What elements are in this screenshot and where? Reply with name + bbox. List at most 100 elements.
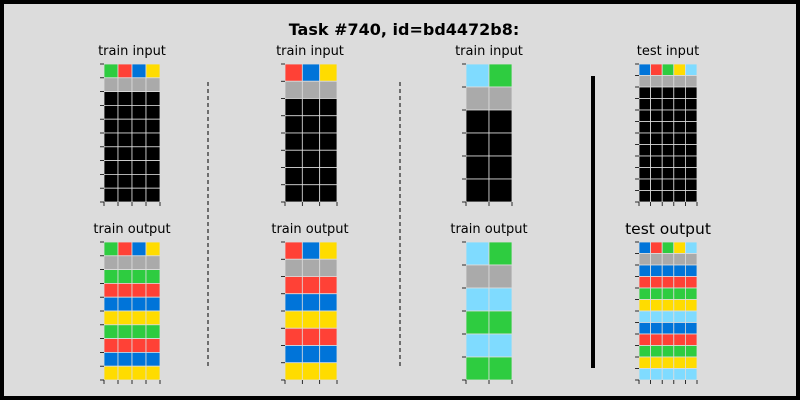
pair-1-input-grid-cell: [103, 77, 119, 93]
pair-2-output-grid-cell: [319, 362, 338, 381]
pair-1-input-grid-cell: [145, 105, 161, 120]
pair-2-output-grid-cell: [284, 241, 303, 260]
test-output-grid-cell: [661, 241, 675, 254]
test-output-grid-cell: [638, 241, 652, 254]
pair-2-input-grid-cell: [301, 63, 321, 82]
pair-3-output-grid-cell: [488, 287, 513, 312]
pair-2-input-grid-cell: [284, 149, 303, 168]
pair-2-input-grid-cell: [301, 115, 321, 134]
test-input-grid-cell: [673, 121, 686, 134]
pair-1-input-grid: [100, 63, 161, 206]
pair-2-output-grid-cell: [301, 276, 321, 295]
test-output-grid-cell: [673, 253, 686, 266]
test-input-grid-cell: [673, 155, 686, 168]
pair-1-output-grid-cell: [117, 269, 133, 284]
pair-1-output-grid-cell: [117, 310, 133, 326]
pair-1-output-grid-cell: [103, 310, 119, 326]
pair-1-output-grid-cell: [131, 296, 147, 312]
test-input-grid: [635, 63, 698, 206]
pair-1-output-grid-cell: [145, 338, 161, 353]
test-input-grid-cell: [685, 109, 698, 122]
test-output-grid-cell: [685, 253, 698, 266]
test-input-grid-cell: [685, 75, 698, 88]
pair-1-input-grid-cell: [103, 105, 119, 120]
test-input-grid-cell: [638, 178, 652, 191]
test-input-grid-cell: [661, 132, 675, 145]
test-input-grid-cell: [661, 98, 675, 111]
test-output-grid-cell: [650, 356, 663, 369]
pair-2-output-grid-cell: [284, 345, 303, 364]
pair-2-output-grid-cell: [284, 293, 303, 312]
pair-1-output-grid-cell: [145, 365, 161, 381]
test-input-grid-cell: [661, 190, 675, 203]
pair-1-output-label: train output: [93, 222, 171, 237]
pair-1-input-grid-cell: [103, 91, 119, 106]
pair-1-output-grid-cell: [145, 351, 161, 367]
pair-3-output-label: train output: [450, 222, 528, 237]
pair-1-input-grid-cell: [103, 146, 119, 162]
pair-3-input-grid-cell: [465, 178, 490, 203]
pair-1-output-grid-cell: [145, 324, 161, 339]
test-input-grid-cell: [685, 86, 698, 99]
test-output-grid-cell: [673, 356, 686, 369]
pair-2-output-grid-cell: [301, 310, 321, 329]
pair-3-input-grid-cell: [488, 86, 513, 111]
figure-title: Task #740, id=bd4472b8:: [288, 20, 520, 39]
test-input-grid-cell: [685, 121, 698, 134]
pair-3-output-grid: [462, 241, 513, 384]
pair-1-input-label: train input: [98, 44, 166, 59]
pair-2-input-grid-cell: [319, 167, 338, 186]
pair-1-input-grid-cell: [117, 187, 133, 203]
pair-2-output-grid-cell: [319, 310, 338, 329]
test-input-grid-cell: [650, 109, 663, 122]
pair-1-output-grid-cell: [131, 310, 147, 326]
pair-2-input-grid-cell: [319, 149, 338, 168]
pair-1-input-grid-cell: [145, 132, 161, 148]
pair-2-output-grid-cell: [319, 241, 338, 260]
pair-2-output-grid-cell: [319, 345, 338, 364]
pair-3-input-grid-cell: [465, 63, 490, 88]
pair-3-output-grid-cell: [488, 333, 513, 358]
test-output-grid-cell: [638, 356, 652, 369]
pair-1-output-grid-cell: [145, 269, 161, 284]
pair-1-output-grid: [100, 241, 161, 384]
test-output-grid-cell: [638, 310, 652, 323]
pair-1-output-grid-cell: [117, 324, 133, 339]
test-output-grid-cell: [650, 333, 663, 346]
pair-3-input-grid-cell: [465, 109, 490, 134]
test-input-grid-cell: [673, 86, 686, 99]
pair-2-input-label: train input: [276, 44, 344, 59]
test-input-label: test input: [636, 44, 700, 59]
pair-2-input-grid-cell: [319, 98, 338, 117]
pair-1-input-grid-cell: [117, 173, 133, 189]
test-input-grid-cell: [661, 63, 675, 76]
test-output-grid-cell: [673, 333, 686, 346]
test-output-grid-cell: [685, 264, 698, 277]
test-output-grid-cell: [661, 310, 675, 323]
pair-3-input-grid: [462, 63, 513, 206]
pair-2-input-grid-cell: [301, 80, 321, 99]
test-input-grid-cell: [661, 167, 675, 180]
pair-1-output-grid-cell: [117, 365, 133, 381]
pair-1-output-grid-cell: [145, 296, 161, 312]
pair-1-output-grid-cell: [131, 324, 147, 339]
test-input-grid-cell: [661, 155, 675, 168]
pair-2-input-grid-cell: [301, 167, 321, 186]
pair-2-output-grid-cell: [319, 327, 338, 346]
pair-1-input-grid-cell: [117, 132, 133, 148]
test-input-grid-cell: [650, 155, 663, 168]
test-input-grid-cell: [638, 63, 652, 76]
pair-2-input-grid-cell: [284, 115, 303, 134]
pair-1-input-grid-cell: [131, 132, 147, 148]
test-output-grid-cell: [673, 299, 686, 312]
pair-2-input-grid-cell: [319, 184, 338, 203]
pair-1-output-grid-cell: [131, 365, 147, 381]
test-output-grid-cell: [685, 287, 698, 300]
pair-3-output-grid-cell: [465, 310, 490, 335]
pair-2-output-grid-cell: [301, 241, 321, 260]
pair-1-output-grid-cell: [103, 324, 119, 339]
pair-3-output-grid-cell: [488, 264, 513, 289]
test-input-grid-cell: [650, 75, 663, 88]
test-output-grid-cell: [685, 299, 698, 312]
test-output-grid-cell: [685, 322, 698, 335]
